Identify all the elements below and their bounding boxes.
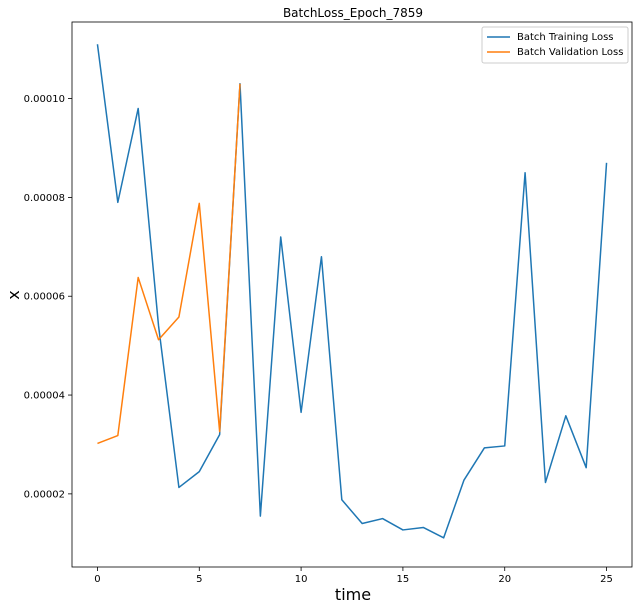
y-axis-label: x (4, 290, 23, 299)
series-line-training (96, 44, 608, 539)
y-tick-label: 0.00006 (24, 292, 65, 303)
y-axis: 0.00002 0.00004 0.00006 0.00008 0.00010 (24, 94, 72, 500)
x-tick-label: 25 (600, 574, 613, 585)
legend-label-validation: Batch Validation Loss (517, 47, 623, 58)
legend-label-training: Batch Training Loss (517, 32, 614, 43)
x-tick-label: 0 (94, 574, 100, 585)
y-tick-label: 0.00002 (24, 489, 65, 500)
y-tick-label: 0.00008 (24, 193, 65, 204)
y-tick-label: 0.00004 (24, 391, 65, 402)
x-tick-label: 15 (397, 574, 410, 585)
y-tick-label: 0.00010 (24, 94, 65, 105)
x-axis: 0 5 10 15 20 25 (94, 567, 613, 585)
x-tick-label: 20 (498, 574, 511, 585)
x-axis-label: time (335, 585, 371, 604)
plot-frame (71, 21, 633, 568)
chart-title: BatchLoss_Epoch_7859 (283, 6, 423, 20)
x-tick-label: 5 (196, 574, 202, 585)
legend-box (481, 26, 629, 64)
legend: Batch Training Loss Batch Validation Los… (481, 26, 629, 64)
plot-area (96, 44, 608, 539)
x-tick-label: 10 (295, 574, 308, 585)
series-line-validation (97, 83, 241, 445)
